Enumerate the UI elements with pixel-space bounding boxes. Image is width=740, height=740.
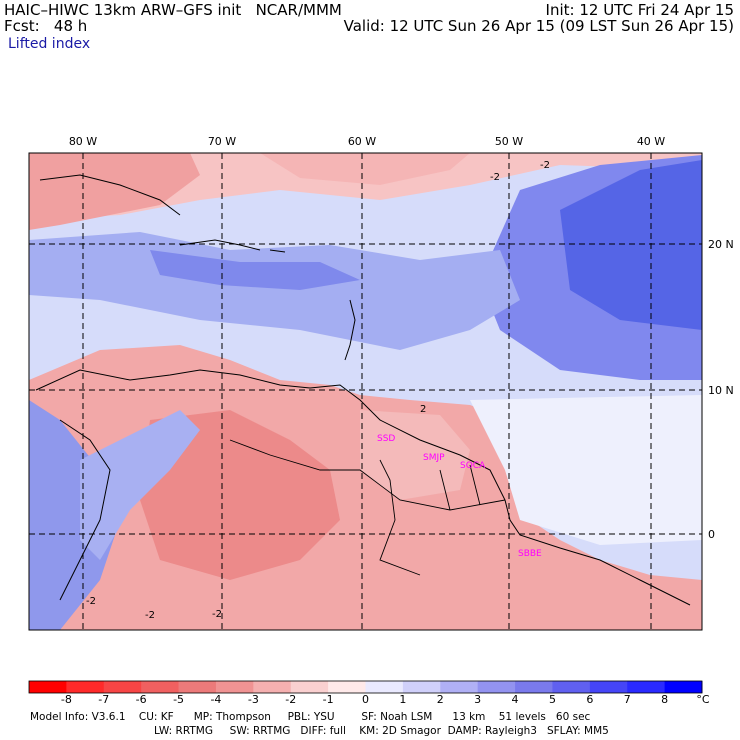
station-label-ssd: SSD [377, 434, 395, 444]
colorbar-frame [28, 680, 703, 694]
contour-label: -2 [86, 596, 96, 607]
lon-label-60w: 60 W [348, 135, 376, 148]
hispaniola-coast [179, 239, 261, 251]
lon-label-40w: 40 W [637, 135, 665, 148]
colorbar-swatch [477, 681, 516, 693]
colorbar-swatch [178, 681, 217, 693]
lat-label-20n: 20 N [708, 238, 734, 251]
atlantic-neutral [470, 395, 702, 545]
colorbar-tick-label: -6 [135, 693, 147, 706]
andes-blue-strip [80, 410, 200, 560]
stations: SSD SMJP SOCA SBBE [377, 434, 542, 559]
colorbar-tick-label: 5 [548, 693, 556, 706]
model-title: HAIC–HIWC 13km ARW–GFS init NCAR/MMM [4, 1, 342, 19]
colorbar-tick-label: -8 [60, 693, 72, 706]
colorbar-swatch [664, 681, 703, 693]
station-label-soca: SOCA [460, 461, 486, 471]
colorbar-tick-label: -5 [173, 693, 185, 706]
colorbar [28, 680, 703, 694]
colorbar-tick-label: 3 [474, 693, 482, 706]
colorbar-swatch [103, 681, 142, 693]
south-america-coast [35, 369, 691, 606]
map-frame [28, 152, 703, 631]
colorbar-swatch [141, 681, 180, 693]
contour-labels: -2 -2 2 -2 -2 -2 [86, 160, 550, 621]
cuba-coast [39, 174, 181, 216]
colorbar-swatch [29, 681, 67, 693]
colorbar-tick-label: 8 [661, 693, 669, 706]
colorbar-swatch [440, 681, 479, 693]
contour-label: 2 [420, 404, 426, 415]
valid-time: Valid: 12 UTC Sun 26 Apr 15 (09 LST Sun … [343, 17, 734, 35]
border-suriname [439, 469, 451, 511]
colorbar-swatch [589, 681, 628, 693]
colorbar-tick-label: -1 [322, 693, 334, 706]
colorbar-swatch [552, 681, 591, 693]
border-french-guiana [469, 464, 481, 506]
colorbar-tick-label: -4 [210, 693, 222, 706]
lon-label-50w: 50 W [495, 135, 523, 148]
colorbar-tick-label: -3 [247, 693, 259, 706]
colorbar-swatch [402, 681, 441, 693]
forecast-hour: Fcst: 48 h [4, 17, 88, 35]
contour-label: -2 [490, 172, 500, 183]
station-label-sbbe: SBBE [518, 549, 542, 559]
colorbar-tick-label: 0 [362, 693, 369, 706]
coastlines [35, 174, 691, 606]
lat-lon-grid [29, 153, 702, 630]
colorbar-swatch [290, 681, 329, 693]
puerto-rico-coast [269, 249, 286, 253]
colombia-blue-tongue [29, 400, 120, 630]
lesser-antilles [344, 299, 356, 361]
model-info-line2: LW: RRTMG SW: RRTMG DIFF: full KM: 2D Sm… [154, 725, 609, 737]
border-guyana [379, 459, 421, 576]
lon-label-80w: 80 W [69, 135, 97, 148]
northeast-deep-blue [560, 160, 702, 330]
lon-label-70w: 70 W [208, 135, 236, 148]
lat-label-10n: 10 N [708, 384, 734, 397]
model-info-line1: Model Info: V3.6.1 CU: KF MP: Thompson P… [30, 711, 591, 723]
field-name: Lifted index [8, 36, 91, 52]
map-field [29, 153, 702, 630]
cuba-region [29, 153, 200, 230]
colorbar-unit: °C [696, 693, 710, 706]
colorbar-tick-label: -2 [285, 693, 297, 706]
colorbar-swatch [515, 681, 553, 693]
north-central-band [260, 153, 470, 185]
contour-label: -2 [212, 609, 222, 620]
colorbar-swatch [328, 681, 366, 693]
colorbar-swatch [66, 681, 105, 693]
pacific-coast [59, 419, 111, 601]
colorbar-swatch [365, 681, 404, 693]
colorbar-swatch [215, 681, 254, 693]
colorbar-tick-label: 1 [399, 693, 407, 706]
colorbar-swatch [253, 681, 292, 693]
central-deep-blue [150, 250, 360, 290]
colorbar-tick-label: 4 [511, 693, 519, 706]
central-blue-band [29, 232, 520, 350]
contour-label: -2 [145, 610, 155, 621]
lat-label-0: 0 [708, 528, 715, 541]
colorbar-tick-label: -7 [98, 693, 110, 706]
colorbar-tick-label: 6 [586, 693, 594, 706]
station-label-smjp: SMJP [423, 453, 445, 463]
contour-label: -2 [540, 160, 550, 171]
colorbar-tick-label: 7 [623, 693, 631, 706]
country-borders [229, 439, 506, 576]
colorbar-tick-label: 2 [436, 693, 444, 706]
guianas-region [360, 410, 470, 500]
colorbar-swatch [627, 681, 666, 693]
venezuela-colombia-deep-red [140, 410, 340, 580]
init-time: Init: 12 UTC Fri 24 Apr 15 [545, 1, 734, 19]
